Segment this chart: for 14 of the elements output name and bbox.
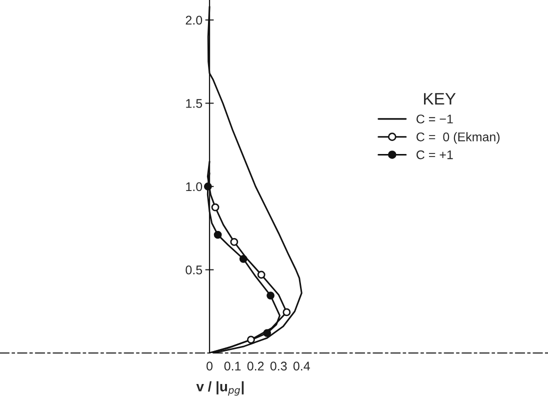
y-tick-label: 2.0 [186,16,202,25]
y-tick-label: 0.5 [186,266,202,274]
y-tick-label: 1.5 [186,99,202,108]
legend-label: C = 0 (Ekman) [416,132,500,144]
x-axis-title: v / |u$_{pg}$| [196,381,244,396]
x-tick-label: 0.2 [247,362,264,371]
legend-label: C = −1 [416,114,453,124]
x-tick-label: 0.1 [224,362,241,371]
x-tick-label: 0 [206,362,213,371]
y-tick-label: 1.0 [186,182,202,192]
legend-label: C = +1 [416,150,453,160]
x-tick-label: 0.3 [270,362,287,371]
x-tick-label: 0.4 [293,362,310,371]
legend-title: KEY [424,93,456,105]
